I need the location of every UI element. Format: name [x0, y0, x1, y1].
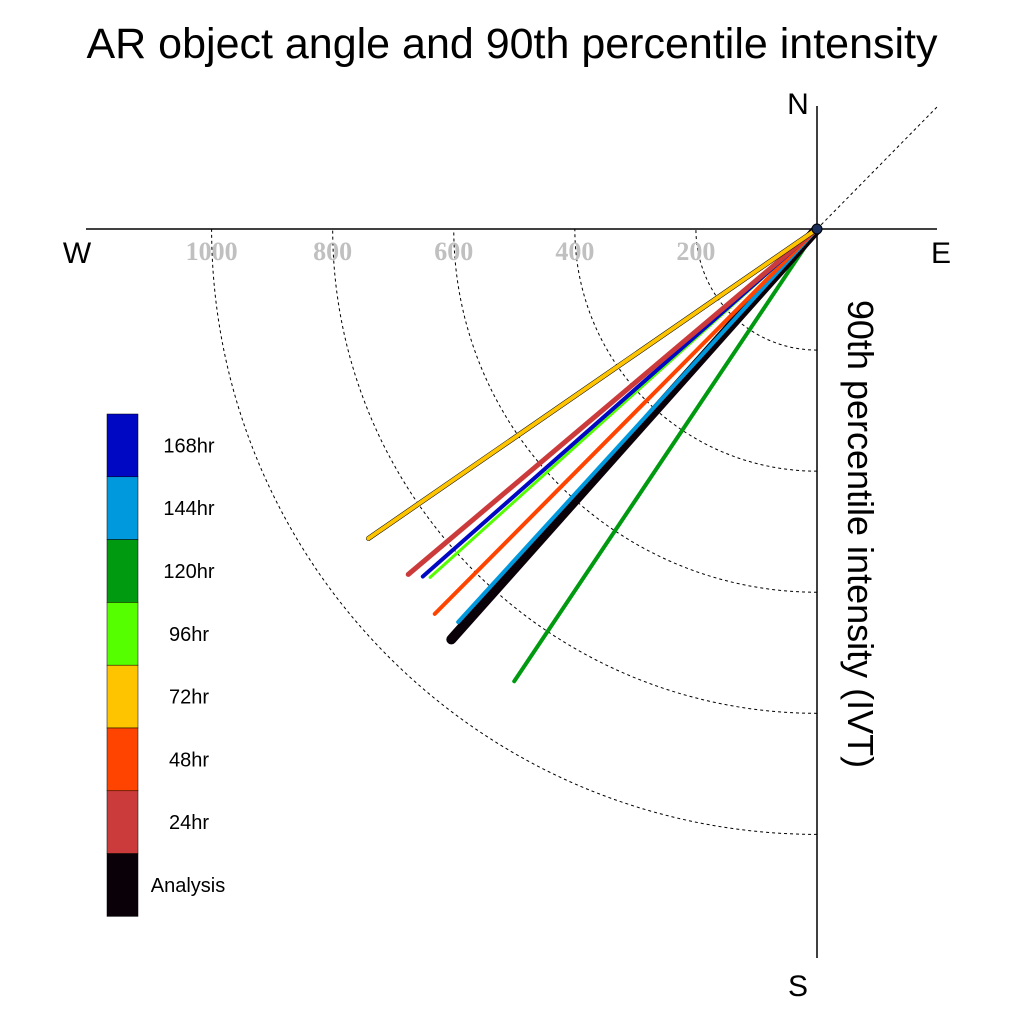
- ring-200: [695, 228, 818, 351]
- vector-144hr: [456, 227, 819, 624]
- legend-label-analysis: Analysis: [151, 875, 225, 897]
- ring-600: [453, 228, 818, 593]
- legend-swatch-24hr: [106, 790, 139, 854]
- vector-24hr: [405, 226, 820, 577]
- origin-point: [811, 223, 823, 235]
- legend-swatch-analysis: [106, 853, 139, 917]
- legend-swatch-144hr: [106, 476, 139, 540]
- legend-label-120hr: 120hr: [163, 561, 214, 583]
- ring-label-200: 200: [676, 237, 715, 266]
- northeast-guide-line: [816, 105, 939, 230]
- legend-label-96hr: 96hr: [169, 624, 209, 646]
- compass-west-label: W: [63, 237, 92, 270]
- legend-label-144hr: 144hr: [163, 498, 214, 520]
- compass-east-label: E: [931, 237, 951, 270]
- ring-400: [574, 228, 818, 472]
- legend-label-72hr: 72hr: [169, 687, 209, 709]
- legend-swatch-168hr: [106, 413, 139, 478]
- ring-label-1000: 1000: [186, 237, 238, 266]
- legend-swatch-48hr: [106, 727, 139, 792]
- legend-swatch-96hr: [106, 602, 139, 666]
- ring-label-400: 400: [555, 237, 594, 266]
- vector-72hr: [366, 227, 819, 541]
- vector-48hr: [432, 227, 819, 616]
- intensity-vectors: [366, 223, 823, 684]
- legend-swatch-120hr: [106, 539, 139, 603]
- legend: 168hr 144hr 120hr 96hr 72hr 48hr 24hr Analysis: [106, 413, 225, 917]
- legend-label-48hr: 48hr: [169, 749, 209, 771]
- ring-label-800: 800: [313, 237, 352, 266]
- legend-label-168hr: 168hr: [163, 435, 214, 457]
- compass-south-label: S: [788, 970, 808, 1003]
- radial-axis-label: 90th percentile intensity (IVT): [840, 300, 881, 768]
- ring-label-600: 600: [434, 237, 473, 266]
- vector-120hr: [512, 227, 819, 684]
- chart-title: AR object angle and 90th percentile inte…: [87, 20, 938, 68]
- compass-north-label: N: [787, 88, 809, 121]
- compass-axes: [86, 105, 939, 958]
- legend-label-24hr: 24hr: [169, 812, 209, 834]
- legend-swatch-72hr: [106, 664, 139, 729]
- ring-labels: 200 400 600 800 1000: [186, 237, 716, 266]
- ring-1000: [211, 228, 818, 835]
